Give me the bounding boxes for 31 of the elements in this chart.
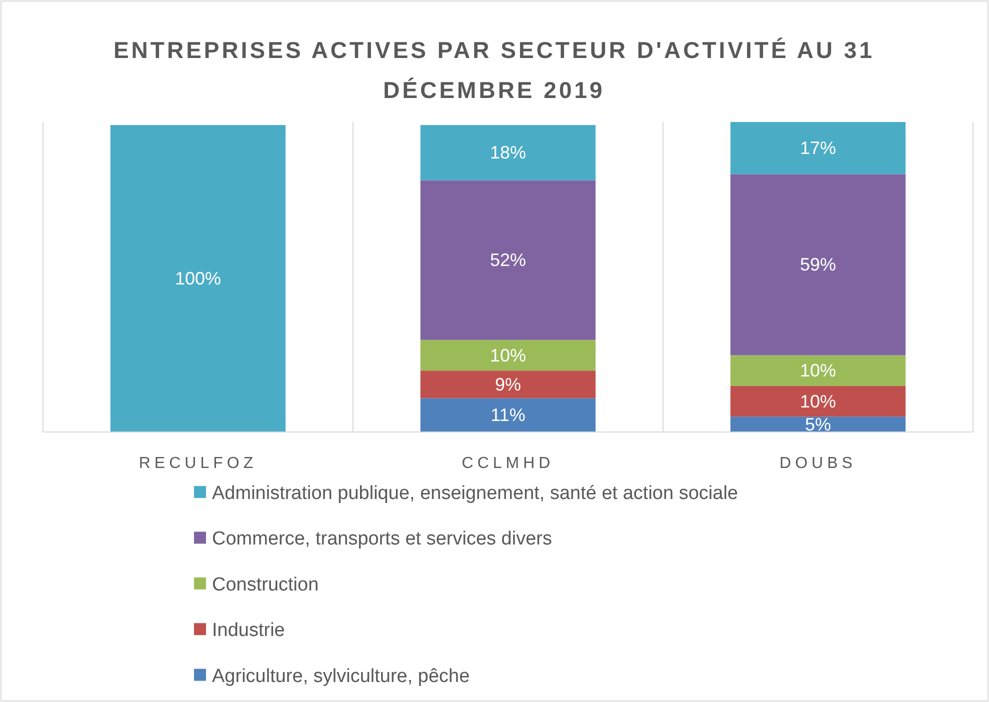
bar xyxy=(420,125,596,180)
chart-title: ENTREPRISES ACTIVES PAR SECTEUR D'ACTIVITÉ AU 31 DÉCEMBRE 2019 xyxy=(113,37,875,103)
bar xyxy=(420,180,596,340)
legend-label: Agriculture, sylviculture, pêche xyxy=(212,666,470,687)
legend-label: Construction xyxy=(212,574,319,596)
legend-label: Industrie xyxy=(212,620,285,642)
x-tick-label: RECULFOZ xyxy=(138,455,258,472)
x-tick-label: DOUBS xyxy=(780,455,856,472)
data-label: 100% xyxy=(174,268,222,289)
bar xyxy=(420,398,596,432)
bar xyxy=(420,340,596,371)
data-label: 18% xyxy=(490,142,526,163)
bar xyxy=(730,122,906,174)
bar xyxy=(110,125,286,432)
bar xyxy=(730,355,906,386)
bar xyxy=(730,174,906,356)
bar xyxy=(420,370,596,398)
data-label: 59% xyxy=(800,254,836,275)
data-label: 10% xyxy=(490,345,526,366)
bar xyxy=(730,416,906,432)
data-label: 52% xyxy=(490,250,526,270)
bar xyxy=(730,386,906,417)
legend-label: Commerce, transports et services divers xyxy=(212,528,552,550)
data-label: 9% xyxy=(494,374,522,394)
x-tick-label: CCLMHD xyxy=(462,455,554,472)
data-label: 17% xyxy=(800,138,836,158)
legend-label: Administration publique, enseignement, santé et action sociale xyxy=(212,483,738,504)
data-label: 5% xyxy=(804,414,832,434)
data-label: 10% xyxy=(800,391,836,412)
data-label: 10% xyxy=(800,360,836,381)
data-label: 11% xyxy=(490,405,526,426)
